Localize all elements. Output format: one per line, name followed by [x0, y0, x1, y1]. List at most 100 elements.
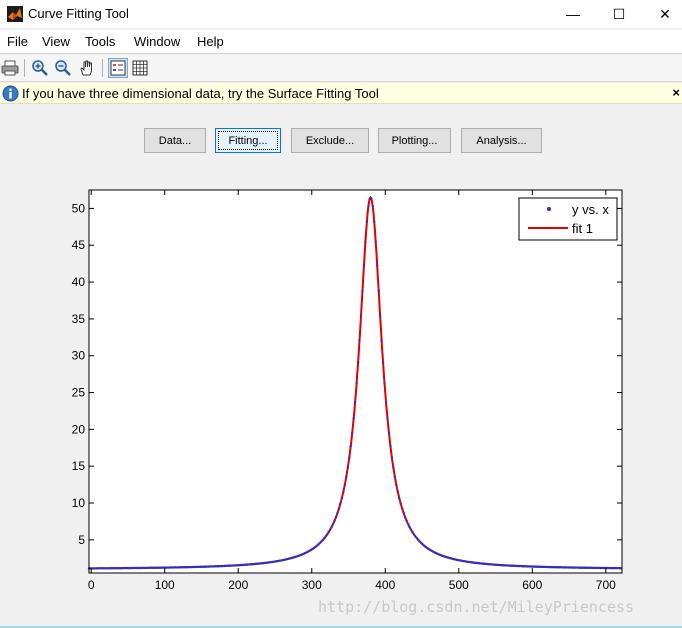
menu-view[interactable]: View — [42, 34, 70, 49]
legend-box — [518, 197, 618, 241]
data-point — [336, 511, 339, 515]
data-point — [356, 361, 360, 364]
data-point — [362, 264, 366, 267]
zoom-in-icon — [32, 60, 48, 76]
data-point — [408, 525, 411, 529]
menu-file[interactable]: File — [7, 34, 28, 49]
x-tick-label: 0 — [88, 578, 95, 592]
data-point — [381, 361, 385, 364]
print-button[interactable] — [0, 58, 20, 78]
data-point — [359, 314, 363, 318]
data-point — [414, 535, 417, 538]
axes: 0 100 200 300 400 500 600 700 5 10 15 20 25 30 35 40 45 5… — [72, 189, 623, 592]
x-tick-label: 300 — [302, 578, 322, 592]
data-point — [378, 314, 382, 318]
data-point — [365, 220, 369, 223]
data-point — [380, 339, 383, 342]
data-point — [373, 220, 376, 223]
exclude-button[interactable]: Exclude... — [291, 128, 369, 153]
data-point — [412, 533, 416, 536]
x-tick-label: 100 — [155, 578, 175, 592]
grid-toggle-button[interactable] — [130, 58, 150, 78]
menu-tools[interactable]: Tools — [85, 34, 116, 49]
y-tick-label: 40 — [72, 275, 86, 289]
data-point — [364, 240, 367, 243]
data-point — [377, 289, 380, 292]
x-tick-label: 600 — [522, 578, 542, 592]
menu-bar: File View Tools Window Help — [0, 30, 682, 54]
y-tick-label: 45 — [72, 238, 86, 252]
data-point — [349, 444, 352, 448]
info-close-icon[interactable]: × — [672, 85, 680, 100]
data-point — [352, 417, 355, 420]
data-point — [409, 528, 413, 531]
close-button[interactable]: ✕ — [642, 0, 682, 28]
info-message: If you have three dimensional data, try … — [22, 86, 379, 101]
zoom-out-button[interactable] — [53, 58, 73, 78]
toolbar-separator — [24, 59, 25, 77]
data-point — [392, 466, 395, 469]
plotting-button[interactable]: Plotting... — [378, 128, 451, 153]
legend-label-points: y vs. x — [572, 202, 609, 217]
data-point — [389, 444, 392, 448]
data-point — [411, 530, 414, 534]
menu-help[interactable]: Help — [197, 34, 224, 49]
data-button[interactable]: Data... — [144, 128, 206, 153]
data-point — [405, 519, 408, 522]
data-point — [406, 522, 410, 526]
data-point — [334, 515, 338, 519]
y-tick-label: 35 — [72, 312, 86, 326]
y-tick-label: 15 — [72, 459, 86, 473]
data-point — [339, 502, 342, 505]
zoom-in-button[interactable] — [30, 58, 50, 78]
data-point — [321, 538, 324, 542]
data-point — [331, 522, 335, 526]
close-icon: ✕ — [659, 5, 671, 22]
data-point — [420, 541, 423, 545]
data-point — [374, 240, 377, 243]
grid-icon — [132, 60, 148, 76]
data-point — [351, 431, 354, 435]
data-point — [398, 496, 401, 500]
fitting-button[interactable]: Fitting... — [215, 128, 281, 153]
pan-button[interactable] — [77, 58, 97, 78]
minimize-button[interactable]: — — [550, 0, 596, 28]
y-tick-label: 25 — [72, 386, 86, 400]
data-point — [370, 197, 373, 200]
info-bar: If you have three dimensional data, try … — [0, 83, 682, 104]
data-point — [328, 528, 332, 531]
data-point — [401, 507, 404, 510]
title-bar: Curve Fitting Tool — ☐ ✕ — [0, 0, 682, 28]
data-point — [355, 382, 358, 385]
data-point — [396, 490, 399, 493]
data-point — [340, 496, 344, 500]
legend-icon — [110, 60, 126, 76]
legend-marker-points — [547, 207, 551, 211]
legend-toggle-button[interactable] — [108, 58, 128, 78]
status-line — [0, 626, 682, 628]
data-point — [353, 400, 357, 404]
data-point — [386, 417, 389, 420]
data-point — [390, 456, 394, 459]
data-point — [345, 475, 348, 478]
watermark: http://blog.csdn.net/MileyPriencess — [318, 598, 635, 616]
menu-window[interactable]: Window — [134, 34, 181, 49]
fit-plot[interactable]: 0 100 200 300 400 500 600 700 5 10 15 20 25 30 35 40 45 5… — [0, 180, 682, 600]
analysis-button[interactable]: Analysis... — [461, 128, 542, 153]
data-point — [384, 400, 388, 404]
info-icon — [2, 85, 19, 102]
data-point — [324, 535, 327, 538]
maximize-button[interactable]: ☐ — [596, 0, 642, 28]
data-point — [395, 483, 398, 486]
matlab-logo-icon — [7, 6, 23, 22]
data-point — [358, 339, 361, 342]
x-tick-label: 400 — [375, 578, 395, 592]
y-tick-label: 30 — [72, 349, 86, 363]
minimize-icon: — — [566, 6, 580, 22]
data-point — [337, 507, 341, 510]
data-point — [418, 540, 421, 543]
toolbar — [0, 55, 682, 82]
data-point — [371, 205, 374, 208]
y-tick-label: 5 — [78, 533, 85, 547]
legend[interactable]: y vs. x fit 1 — [518, 197, 618, 241]
